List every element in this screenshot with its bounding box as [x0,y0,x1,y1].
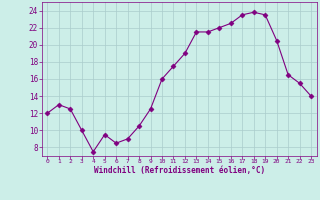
X-axis label: Windchill (Refroidissement éolien,°C): Windchill (Refroidissement éolien,°C) [94,166,265,175]
